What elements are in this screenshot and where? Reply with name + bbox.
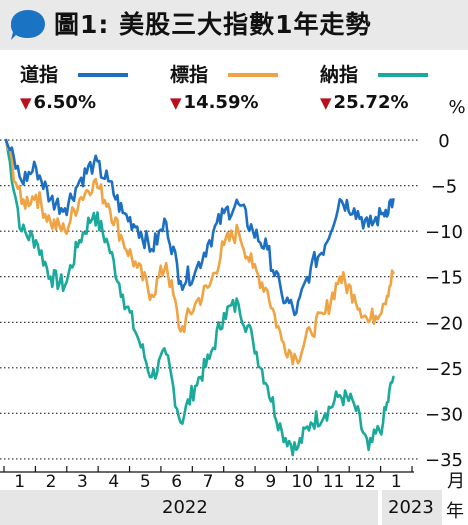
series-line-dow xyxy=(4,138,395,317)
x-tick-label: 1 xyxy=(14,472,25,492)
y-tick-label: −15 xyxy=(425,268,463,289)
legend-change-value: 14.59% xyxy=(183,92,259,113)
legend: 道指 ▼ 6.50% 標指 ▼ 14.59% 納指 ▼ 25.72% xyxy=(0,58,468,118)
year-band: 2022 2023 xyxy=(0,490,468,525)
x-tick-label: 1 xyxy=(391,472,402,492)
year-2022-box: 2022 xyxy=(0,490,378,525)
down-triangle-icon: ▼ xyxy=(20,94,32,112)
x-tick-label: 2 xyxy=(46,472,57,492)
legend-change-value: 25.72% xyxy=(333,92,409,113)
x-tick-label: 5 xyxy=(140,472,151,492)
chart-title: 圖1: 美股三大指數1年走勢 xyxy=(54,10,372,39)
down-triangle-icon: ▼ xyxy=(170,94,182,112)
y-tick-label: −30 xyxy=(425,404,463,425)
year-2023-box: 2023 xyxy=(382,490,442,525)
x-tick-label: 6 xyxy=(171,472,182,492)
legend-label: 納指 xyxy=(320,64,359,86)
x-tick-label: 12 xyxy=(354,472,376,492)
legend-swatch xyxy=(228,73,278,77)
year-label-2022: 2022 xyxy=(162,497,208,518)
x-tick-label: 3 xyxy=(77,472,88,492)
legend-change-sp: ▼ 14.59% xyxy=(170,92,259,113)
legend-change-value: 6.50% xyxy=(33,92,96,113)
y-axis-unit: % xyxy=(448,97,465,118)
y-tick-label: −25 xyxy=(425,359,463,380)
x-tick-label: 11 xyxy=(323,472,345,492)
series-line-nasdaq xyxy=(4,138,395,457)
title-bar: 圖1: 美股三大指數1年走勢 xyxy=(0,0,468,50)
legend-label: 標指 xyxy=(170,64,209,86)
x-tick-label: 7 xyxy=(203,472,214,492)
x-axis-year-unit: 年 xyxy=(446,501,464,522)
legend-change-nasdaq: ▼ 25.72% xyxy=(320,92,409,113)
legend-swatch xyxy=(378,73,428,77)
legend-change-dow: ▼ 6.50% xyxy=(20,92,96,113)
series-lines xyxy=(4,138,395,457)
series-line-sp xyxy=(4,138,395,366)
legend-item-sp: 標指 ▼ 14.59% xyxy=(170,58,320,118)
y-axis: 0 −5 −10 −15 −20 −25 −30 −35% xyxy=(425,97,466,471)
y-tick-label: −35 xyxy=(425,450,463,471)
legend-item-dow: 道指 ▼ 6.50% xyxy=(20,58,170,118)
down-triangle-icon: ▼ xyxy=(320,94,332,112)
x-tick-label: 10 xyxy=(291,472,313,492)
y-tick-label: −5 xyxy=(431,177,458,198)
legend-swatch xyxy=(78,73,128,77)
y-tick-label: 0 xyxy=(438,131,449,152)
x-axis: 1 2 3 4 5 6 7 8 9 10 11 12 1 月 xyxy=(0,466,465,492)
x-tick-label: 9 xyxy=(265,472,276,492)
x-axis-unit: 月 xyxy=(447,471,465,492)
year-label-2023: 2023 xyxy=(388,497,434,518)
legend-item-nasdaq: 納指 ▼ 25.72% xyxy=(320,58,468,118)
legend-label: 道指 xyxy=(20,64,59,86)
y-tick-label: −10 xyxy=(425,222,463,243)
speech-bubble-icon xyxy=(11,10,45,40)
x-tick-label: 4 xyxy=(108,472,119,492)
x-tick-label: 8 xyxy=(234,472,245,492)
y-tick-label: −20 xyxy=(425,313,463,334)
